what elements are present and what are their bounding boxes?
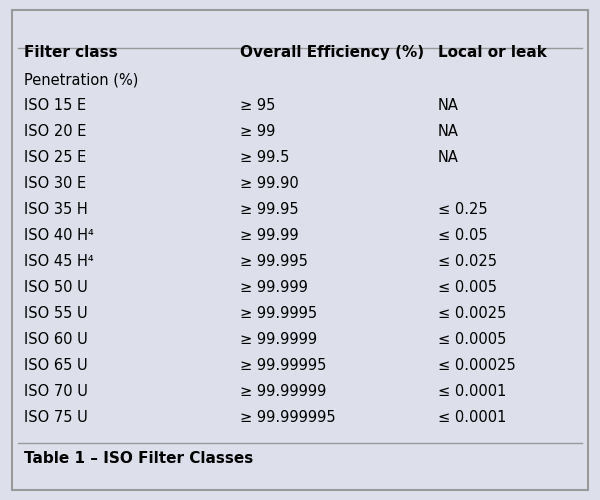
Text: Table 1 – ISO Filter Classes: Table 1 – ISO Filter Classes xyxy=(24,451,253,466)
Text: ≥ 99.999: ≥ 99.999 xyxy=(240,280,308,294)
Text: NA: NA xyxy=(438,150,459,164)
Text: ≤ 0.25: ≤ 0.25 xyxy=(438,202,488,216)
Text: ≥ 99.99: ≥ 99.99 xyxy=(240,228,299,242)
Text: ≥ 99.99999: ≥ 99.99999 xyxy=(240,384,326,398)
Text: Penetration (%): Penetration (%) xyxy=(24,72,139,88)
Text: ≤ 0.05: ≤ 0.05 xyxy=(438,228,488,242)
Text: ≤ 0.025: ≤ 0.025 xyxy=(438,254,497,268)
Text: ≤ 0.0005: ≤ 0.0005 xyxy=(438,332,506,346)
Text: NA: NA xyxy=(438,98,459,112)
Text: ≤ 0.0001: ≤ 0.0001 xyxy=(438,384,506,398)
Text: ISO 70 U: ISO 70 U xyxy=(24,384,88,398)
Text: ≥ 99.99995: ≥ 99.99995 xyxy=(240,358,326,372)
Text: ISO 25 E: ISO 25 E xyxy=(24,150,86,164)
Text: ISO 15 E: ISO 15 E xyxy=(24,98,86,112)
Text: ≥ 99.995: ≥ 99.995 xyxy=(240,254,308,268)
Text: Local or leak: Local or leak xyxy=(438,45,547,60)
Text: ISO 50 U: ISO 50 U xyxy=(24,280,88,294)
Text: ISO 75 U: ISO 75 U xyxy=(24,410,88,424)
Text: ISO 20 E: ISO 20 E xyxy=(24,124,86,138)
Text: ISO 35 H: ISO 35 H xyxy=(24,202,88,216)
Text: ≥ 99.9995: ≥ 99.9995 xyxy=(240,306,317,320)
Text: ≤ 0.005: ≤ 0.005 xyxy=(438,280,497,294)
Text: ISO 60 U: ISO 60 U xyxy=(24,332,88,346)
Text: ≤ 0.0001: ≤ 0.0001 xyxy=(438,410,506,424)
Text: Overall Efficiency (%): Overall Efficiency (%) xyxy=(240,45,424,60)
Text: ISO 30 E: ISO 30 E xyxy=(24,176,86,190)
Text: ≥ 99.5: ≥ 99.5 xyxy=(240,150,289,164)
Text: NA: NA xyxy=(438,124,459,138)
Text: Filter class: Filter class xyxy=(24,45,118,60)
Text: ≥ 99.999995: ≥ 99.999995 xyxy=(240,410,335,424)
Text: ISO 45 H⁴: ISO 45 H⁴ xyxy=(24,254,94,268)
Text: ≥ 99.90: ≥ 99.90 xyxy=(240,176,299,190)
FancyBboxPatch shape xyxy=(12,10,588,490)
Text: ≤ 0.0025: ≤ 0.0025 xyxy=(438,306,506,320)
Text: ISO 55 U: ISO 55 U xyxy=(24,306,88,320)
Text: ≥ 95: ≥ 95 xyxy=(240,98,275,112)
Text: ≥ 99.9999: ≥ 99.9999 xyxy=(240,332,317,346)
Text: ≥ 99.95: ≥ 99.95 xyxy=(240,202,299,216)
Text: ≤ 0.00025: ≤ 0.00025 xyxy=(438,358,516,372)
Text: ISO 65 U: ISO 65 U xyxy=(24,358,88,372)
Text: ≥ 99: ≥ 99 xyxy=(240,124,275,138)
Text: ISO 40 H⁴: ISO 40 H⁴ xyxy=(24,228,94,242)
